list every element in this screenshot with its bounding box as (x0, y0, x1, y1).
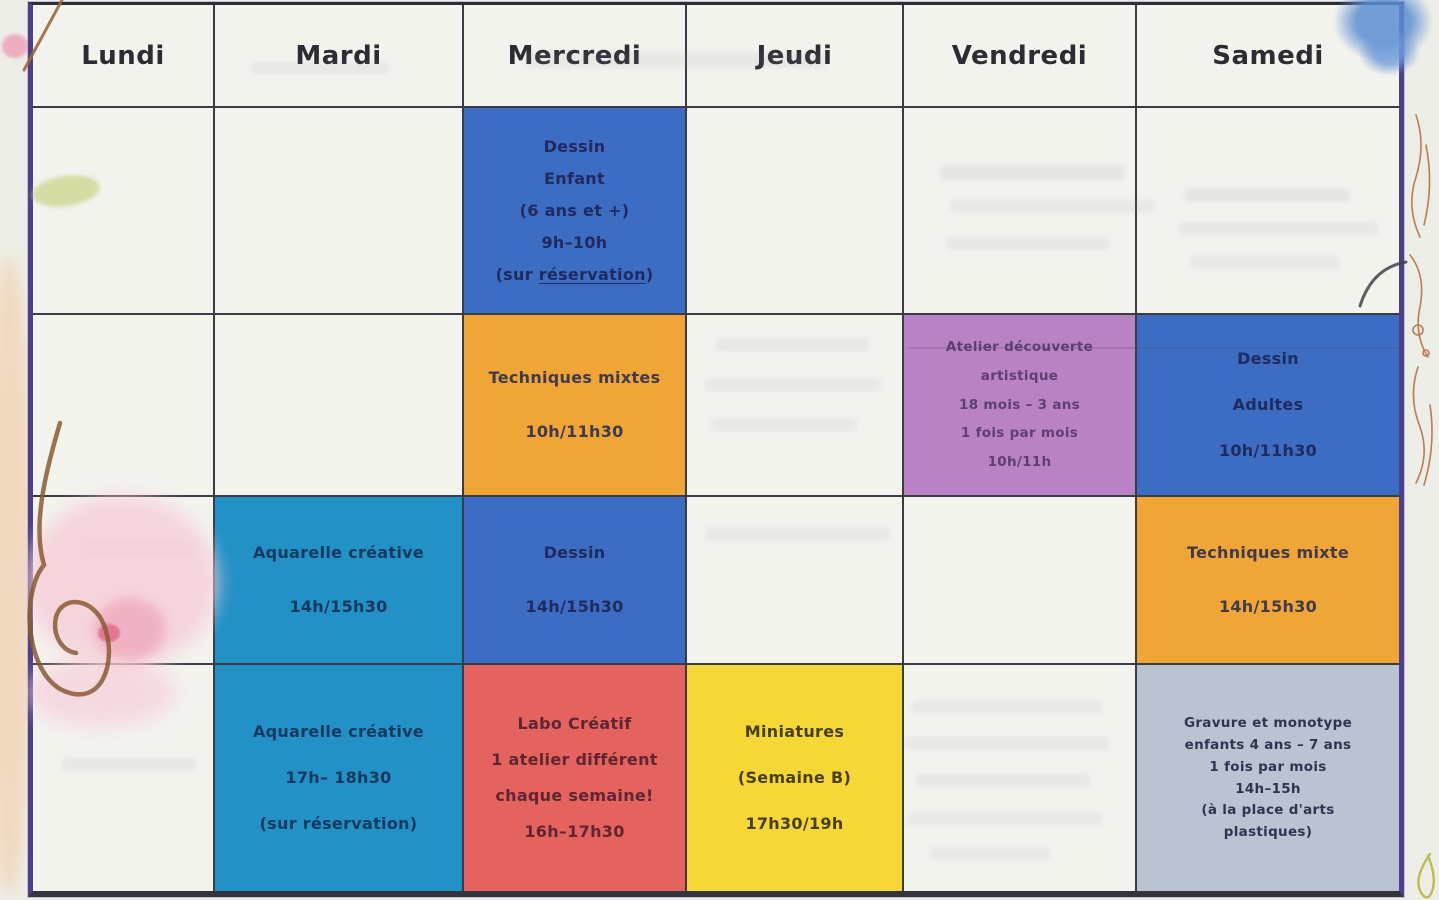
event-text-line: Atelier découverte (945, 338, 1094, 355)
empty-cell-mardi-slot1 (215, 108, 462, 313)
event-cell-dessin-enfant: Dessin Enfant (6 ans et +) 9h–10h (sur réser… (464, 108, 685, 313)
event-cell-miniatures: Miniatures (Semaine B) 17h30/19h (687, 665, 902, 891)
event-text-line: Techniques mixte (1187, 543, 1349, 562)
event-cell-techniques-mixte-samedi: Techniques mixte 14h/15h30 (1137, 497, 1399, 663)
event-cell-aquarelle-creative-14h: Aquarelle créative 14h/15h30 (215, 497, 462, 663)
event-text-line: Enfant (544, 168, 605, 188)
event-text-line: artistique (980, 367, 1059, 384)
watercolor-pink-topleft (2, 34, 28, 58)
event-cell-dessin-14h: Dessin 14h/15h30 (464, 497, 685, 663)
day-header-mardi: Mardi (215, 5, 462, 106)
event-text-line: 1 fois par mois (960, 425, 1079, 442)
day-header-mercredi: Mercredi (464, 5, 685, 106)
schedule-table: Lundi Mardi Mercredi Jeudi Vendredi Samedi Des… (28, 2, 1404, 897)
sienna-squiggles-right (1409, 114, 1433, 486)
event-text-line: (sur réservation) (495, 264, 654, 284)
event-text-line: 14h/15h30 (289, 597, 388, 616)
event-text-line: 1 fois par mois (1209, 758, 1327, 775)
event-text-line: Aquarelle créative (253, 543, 424, 562)
event-text-line: Dessin (1237, 349, 1299, 368)
event-text-line: 14h–15h (1235, 780, 1301, 797)
empty-cell-samedi-slot1 (1137, 108, 1399, 313)
event-text-line: Adultes (1232, 395, 1304, 414)
event-text-line: (sur réservation) (259, 814, 418, 833)
event-cell-aquarelle-creative-17h: Aquarelle créative 17h– 18h30 (sur réserva… (215, 665, 462, 891)
event-text-line: 14h/15h30 (1218, 597, 1318, 616)
day-header-jeudi: Jeudi (687, 5, 902, 106)
empty-cell-lundi-slot3 (33, 497, 213, 663)
event-text-line: 17h30/19h (745, 814, 844, 833)
empty-cell-jeudi-slot2 (687, 315, 902, 495)
event-text-line: plastiques) (1223, 824, 1313, 841)
event-text-line: (6 ans et +) (519, 200, 630, 220)
event-cell-dessin-adultes: Dessin Adultes 10h/11h30 (1137, 315, 1399, 495)
empty-cell-jeudi-slot1 (687, 108, 902, 313)
event-text-line: 10h/11h30 (525, 422, 624, 441)
event-text-line: Miniatures (744, 722, 845, 741)
event-cell-techniques-mixtes-mercredi: Techniques mixtes 10h/11h30 (464, 315, 685, 495)
event-text-line: chaque semaine! (495, 786, 654, 805)
event-text-line: 1 atelier différent (491, 750, 658, 769)
event-text-line: 17h– 18h30 (285, 768, 392, 787)
event-text-line: Labo Créatif (517, 714, 632, 733)
event-cell-atelier-decouverte: Atelier découverte artistique 18 mois – 3 … (904, 315, 1135, 495)
event-text-line: (à la place d'arts (1201, 802, 1335, 819)
day-header-vendredi: Vendredi (904, 5, 1135, 106)
event-text-line: 10h/11h30 (1218, 441, 1318, 460)
empty-cell-jeudi-slot3 (687, 497, 902, 663)
empty-cell-vendredi-slot3 (904, 497, 1135, 663)
event-text-line: 18 mois – 3 ans (959, 396, 1080, 413)
empty-cell-mardi-slot2 (215, 315, 462, 495)
event-text-line: 16h–17h30 (524, 822, 625, 841)
event-text-line: Dessin (543, 136, 606, 156)
event-text-line: (Semaine B) (737, 768, 852, 787)
event-text-line: Dessin (543, 543, 606, 562)
empty-cell-vendredi-slot4 (904, 665, 1135, 891)
event-text-line: 14h/15h30 (525, 597, 624, 616)
schedule-grid: Lundi Mardi Mercredi Jeudi Vendredi Samedi Des… (33, 5, 1399, 891)
event-text-line: Aquarelle créative (253, 722, 424, 741)
day-header-lundi: Lundi (33, 5, 213, 106)
empty-cell-lundi-slot4 (33, 665, 213, 891)
green-loop-bottomright (1417, 852, 1436, 899)
empty-cell-lundi-slot2 (33, 315, 213, 495)
event-cell-labo-creatif: Labo Créatif 1 atelier différent chaque se… (464, 665, 685, 891)
event-cell-gravure-monotype: Gravure et monotype enfants 4 ans – 7 ans… (1137, 665, 1399, 891)
event-text-line: Gravure et monotype (1183, 714, 1353, 731)
empty-cell-lundi-slot1 (33, 108, 213, 313)
day-header-samedi: Samedi (1137, 5, 1399, 106)
event-text-line: Techniques mixtes (488, 368, 661, 387)
event-text-line: 9h–10h (541, 232, 608, 252)
event-text-line: enfants 4 ans – 7 ans (1184, 736, 1352, 753)
event-text-line: 10h/11h (987, 454, 1052, 471)
empty-cell-vendredi-slot1 (904, 108, 1135, 313)
